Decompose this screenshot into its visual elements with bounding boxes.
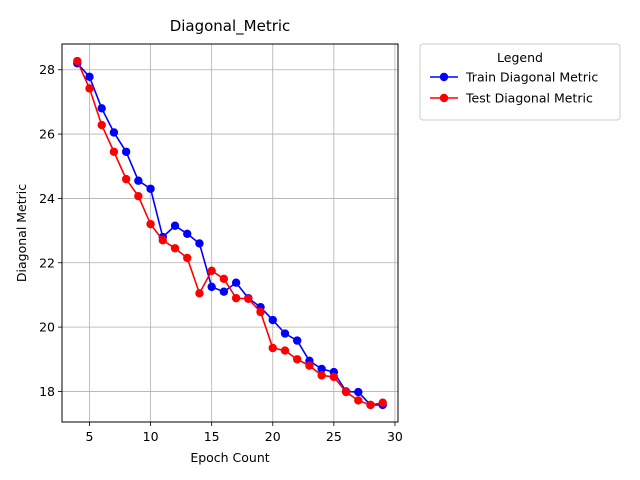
data-point (354, 387, 363, 397)
data-point (73, 56, 82, 66)
legend-box (419, 43, 621, 121)
y-tick-label: 26 (39, 127, 55, 142)
data-point (305, 361, 314, 370)
data-point (293, 336, 302, 345)
series-line (76, 62, 383, 406)
chart-title: Diagonal_Metric (170, 17, 291, 36)
series-test-diagonal-metric (73, 56, 387, 410)
data-point (378, 398, 387, 407)
data-point (293, 355, 302, 364)
y-tick-label: 28 (39, 62, 55, 77)
y-tick-label: 20 (39, 320, 55, 335)
data-point (85, 72, 94, 82)
legend-marker (439, 72, 449, 82)
series-layer (73, 56, 387, 410)
data-point (341, 387, 351, 397)
data-point (317, 364, 326, 374)
data-point (354, 396, 363, 405)
data-point (231, 293, 241, 303)
legend: Legend Train Diagonal Metric Test Diagona… (419, 43, 621, 121)
legend-item: Train Diagonal Metric (430, 70, 598, 85)
data-point (146, 219, 155, 229)
y-tick-label: 24 (39, 191, 55, 206)
data-point (329, 372, 339, 382)
data-point (231, 278, 241, 287)
x-tick-label: 15 (204, 429, 220, 444)
data-point (195, 239, 204, 248)
data-point (146, 184, 155, 193)
data-point (219, 274, 229, 284)
data-point (170, 221, 180, 230)
data-point (280, 329, 290, 338)
data-point (195, 289, 204, 298)
y-axis-title: Diagonal Metric (14, 184, 29, 282)
data-point (183, 229, 192, 239)
x-tick-label: 25 (326, 429, 342, 444)
y-tick-label: 22 (39, 255, 55, 270)
data-point (170, 244, 180, 253)
data-point (219, 287, 229, 296)
data-point (280, 346, 290, 355)
legend-label: Train Diagonal Metric (465, 70, 598, 85)
x-tick-label: 5 (86, 429, 94, 444)
data-point (134, 191, 143, 201)
series-line (76, 60, 383, 406)
data-point (134, 176, 143, 185)
data-point (97, 120, 106, 130)
data-point (366, 400, 375, 410)
x-tick-label: 30 (387, 429, 403, 444)
x-tick-label: 10 (143, 429, 159, 444)
legend-label: Test Diagonal Metric (465, 91, 593, 106)
legend-title: Legend (497, 50, 543, 65)
data-point (183, 253, 192, 263)
series-train-diagonal-metric (73, 59, 387, 410)
y-tick-label: 18 (39, 384, 55, 399)
data-point (207, 266, 216, 275)
axis-ticks: 5 10 15 20 25 30 18 20 22 24 26 28 (39, 62, 403, 444)
x-tick-label: 20 (265, 429, 281, 444)
data-point (109, 128, 119, 137)
data-point (268, 315, 277, 325)
x-axis-title: Epoch Count (190, 450, 269, 465)
data-point (268, 343, 277, 353)
data-point (158, 236, 167, 245)
plot-area-frame (61, 43, 399, 423)
data-point (121, 174, 131, 184)
data-point (121, 147, 131, 156)
data-point (97, 104, 106, 113)
data-point (85, 84, 94, 93)
data-point (207, 282, 216, 292)
grid-lines (62, 44, 398, 422)
data-point (256, 307, 265, 317)
data-point (317, 371, 326, 380)
data-point (244, 294, 253, 303)
legend-marker (439, 93, 449, 103)
data-point (109, 147, 119, 156)
legend-item: Test Diagonal Metric (430, 91, 593, 106)
